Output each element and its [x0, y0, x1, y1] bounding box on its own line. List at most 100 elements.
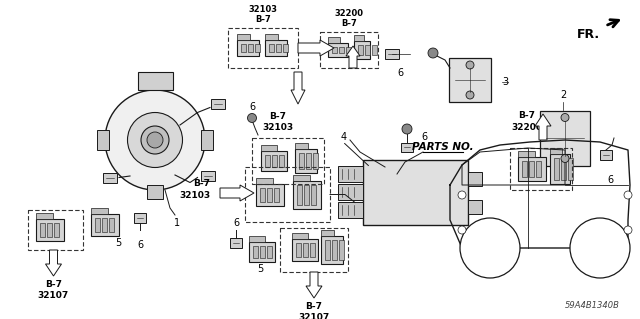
Bar: [54, 223, 59, 237]
Bar: [550, 148, 562, 154]
Bar: [299, 153, 304, 169]
Bar: [325, 240, 330, 260]
Circle shape: [460, 218, 520, 278]
Bar: [230, 238, 242, 248]
Circle shape: [624, 226, 632, 234]
Bar: [536, 161, 541, 177]
Polygon shape: [291, 72, 305, 104]
Text: 32103: 32103: [248, 5, 278, 14]
Bar: [529, 161, 534, 177]
Bar: [296, 243, 301, 257]
Text: 6: 6: [137, 240, 143, 250]
Text: B-7: B-7: [269, 112, 287, 121]
Circle shape: [624, 191, 632, 199]
Bar: [245, 167, 330, 222]
Bar: [147, 185, 163, 199]
Text: 1: 1: [174, 218, 180, 228]
Bar: [256, 183, 284, 205]
Bar: [255, 44, 260, 52]
Bar: [253, 246, 258, 258]
Circle shape: [127, 113, 182, 167]
Polygon shape: [298, 40, 334, 56]
Bar: [362, 160, 467, 225]
Text: 32103: 32103: [179, 190, 210, 199]
Text: FR.: FR.: [577, 28, 600, 41]
Bar: [260, 188, 265, 202]
Bar: [241, 44, 246, 52]
Bar: [346, 47, 351, 53]
Bar: [97, 130, 109, 150]
Text: 6: 6: [249, 102, 255, 112]
Bar: [211, 99, 225, 109]
Bar: [95, 218, 100, 232]
Bar: [252, 138, 324, 184]
Polygon shape: [306, 272, 322, 298]
Bar: [36, 219, 64, 241]
Bar: [337, 184, 362, 200]
Bar: [261, 145, 276, 151]
Circle shape: [466, 91, 474, 99]
Bar: [36, 213, 52, 219]
Text: B-7: B-7: [341, 19, 357, 28]
Bar: [265, 34, 278, 40]
Text: 32107: 32107: [298, 313, 330, 319]
Bar: [518, 157, 546, 181]
Bar: [354, 35, 364, 41]
Text: 5: 5: [257, 264, 263, 274]
Text: 32200: 32200: [335, 9, 364, 18]
Bar: [256, 177, 273, 183]
Text: 32200: 32200: [511, 123, 543, 132]
Text: 32103: 32103: [262, 123, 294, 132]
Text: 6: 6: [397, 68, 403, 78]
Bar: [332, 47, 337, 53]
Bar: [267, 188, 272, 202]
Bar: [265, 40, 287, 56]
Bar: [550, 154, 570, 184]
Bar: [249, 236, 264, 242]
Bar: [295, 143, 308, 149]
Bar: [568, 158, 573, 180]
Bar: [261, 151, 287, 171]
Bar: [138, 72, 173, 90]
Bar: [274, 188, 279, 202]
Bar: [228, 28, 298, 68]
Text: PARTS NO.: PARTS NO.: [412, 142, 474, 152]
Bar: [385, 49, 399, 59]
Bar: [293, 174, 310, 181]
Bar: [358, 45, 363, 55]
Bar: [449, 58, 491, 102]
Bar: [306, 153, 311, 169]
Bar: [269, 44, 274, 52]
Bar: [40, 223, 45, 237]
Bar: [372, 45, 377, 55]
Circle shape: [466, 61, 474, 69]
Bar: [510, 148, 572, 190]
Circle shape: [458, 226, 466, 234]
Bar: [237, 34, 250, 40]
Bar: [304, 184, 309, 204]
Bar: [561, 158, 566, 180]
Bar: [91, 214, 119, 236]
Text: 3: 3: [502, 77, 508, 87]
Text: 59A4B1340B: 59A4B1340B: [565, 301, 620, 310]
Bar: [267, 246, 272, 258]
Bar: [292, 239, 318, 261]
Bar: [311, 184, 316, 204]
Bar: [365, 45, 370, 55]
Text: B-7: B-7: [518, 112, 536, 121]
Bar: [321, 236, 343, 264]
Bar: [295, 149, 317, 173]
Bar: [279, 155, 284, 167]
Circle shape: [570, 218, 630, 278]
Bar: [332, 240, 337, 260]
Text: B-7: B-7: [255, 15, 271, 24]
Bar: [276, 44, 281, 52]
Bar: [321, 230, 334, 236]
Bar: [337, 166, 362, 182]
Bar: [109, 218, 114, 232]
Polygon shape: [45, 250, 61, 276]
Text: 4: 4: [341, 132, 347, 142]
Bar: [201, 130, 213, 150]
Text: 6: 6: [421, 132, 427, 142]
Bar: [292, 233, 308, 239]
